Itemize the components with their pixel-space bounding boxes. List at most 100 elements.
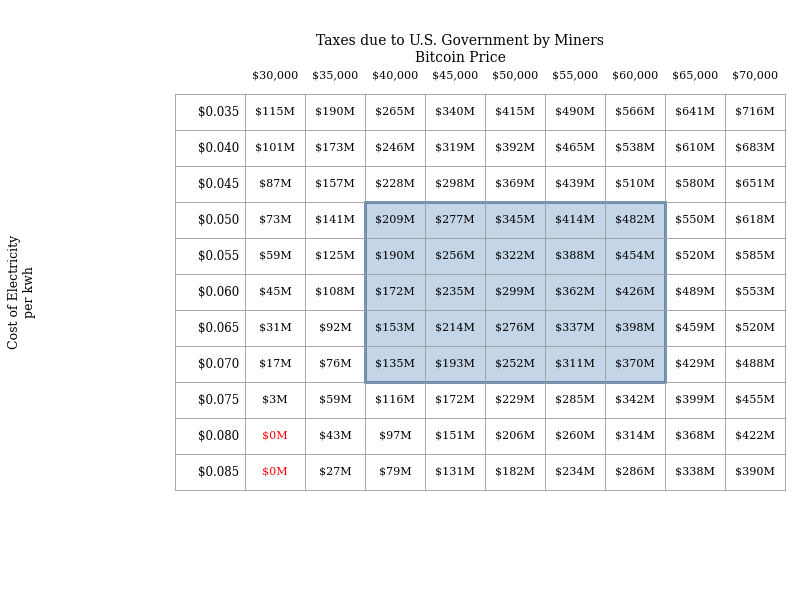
Text: $0.065: $0.065 xyxy=(198,322,239,335)
Text: $429M: $429M xyxy=(675,359,715,369)
Text: $31M: $31M xyxy=(258,323,291,333)
Text: $345M: $345M xyxy=(495,215,535,225)
Text: $190M: $190M xyxy=(315,107,355,117)
Text: $153M: $153M xyxy=(375,323,415,333)
Text: $459M: $459M xyxy=(675,323,715,333)
Text: $399M: $399M xyxy=(675,395,715,405)
Text: $286M: $286M xyxy=(615,467,655,477)
Text: $45,000: $45,000 xyxy=(432,70,478,80)
Bar xyxy=(365,202,665,382)
Text: $618M: $618M xyxy=(735,215,775,225)
Text: $426M: $426M xyxy=(615,287,655,297)
Text: $172M: $172M xyxy=(435,395,475,405)
Text: $277M: $277M xyxy=(435,215,475,225)
Text: $0.085: $0.085 xyxy=(198,466,239,479)
Text: $131M: $131M xyxy=(435,467,475,477)
Text: $338M: $338M xyxy=(675,467,715,477)
Text: $87M: $87M xyxy=(258,179,291,189)
Text: $260M: $260M xyxy=(555,431,595,441)
Text: $108M: $108M xyxy=(315,287,355,297)
Text: $390M: $390M xyxy=(735,467,775,477)
Text: $265M: $265M xyxy=(375,107,415,117)
Text: $322M: $322M xyxy=(495,251,535,261)
Text: $422M: $422M xyxy=(735,431,775,441)
Text: Taxes due to U.S. Government by Miners: Taxes due to U.S. Government by Miners xyxy=(316,34,604,48)
Text: $40,000: $40,000 xyxy=(372,70,418,80)
Text: $550M: $550M xyxy=(675,215,715,225)
Text: $0M: $0M xyxy=(262,431,288,441)
Text: $116M: $116M xyxy=(375,395,415,405)
Text: $182M: $182M xyxy=(495,467,535,477)
Text: $35,000: $35,000 xyxy=(312,70,358,80)
Text: $580M: $580M xyxy=(675,179,715,189)
Text: $585M: $585M xyxy=(735,251,775,261)
Text: $246M: $246M xyxy=(375,143,415,153)
Text: $79M: $79M xyxy=(378,467,411,477)
Text: $455M: $455M xyxy=(735,395,775,405)
Text: $30,000: $30,000 xyxy=(252,70,298,80)
Text: $641M: $641M xyxy=(675,107,715,117)
Text: $388M: $388M xyxy=(555,251,595,261)
Text: $465M: $465M xyxy=(555,143,595,153)
Text: $439M: $439M xyxy=(555,179,595,189)
Text: $214M: $214M xyxy=(435,323,475,333)
Text: $520M: $520M xyxy=(675,251,715,261)
Text: $65,000: $65,000 xyxy=(672,70,718,80)
Text: $490M: $490M xyxy=(555,107,595,117)
Text: $151M: $151M xyxy=(435,431,475,441)
Text: $553M: $553M xyxy=(735,287,775,297)
Text: $276M: $276M xyxy=(495,323,535,333)
Text: $206M: $206M xyxy=(495,431,535,441)
Text: $0.040: $0.040 xyxy=(198,142,239,154)
Text: $97M: $97M xyxy=(378,431,411,441)
Text: $0.035: $0.035 xyxy=(198,106,239,118)
Text: $59M: $59M xyxy=(258,251,291,261)
Text: $489M: $489M xyxy=(675,287,715,297)
Text: $0.050: $0.050 xyxy=(198,214,239,226)
Text: $415M: $415M xyxy=(495,107,535,117)
Text: $76M: $76M xyxy=(318,359,351,369)
Text: $59M: $59M xyxy=(318,395,351,405)
Text: $0.075: $0.075 xyxy=(198,394,239,407)
Text: $73M: $73M xyxy=(258,215,291,225)
Text: $0.060: $0.060 xyxy=(198,286,239,298)
Text: $60,000: $60,000 xyxy=(612,70,658,80)
Text: $141M: $141M xyxy=(315,215,355,225)
Text: $70,000: $70,000 xyxy=(732,70,778,80)
Text: $173M: $173M xyxy=(315,143,355,153)
Text: Cost of Electricity
per kwh: Cost of Electricity per kwh xyxy=(8,235,36,349)
Text: $488M: $488M xyxy=(735,359,775,369)
Text: $0M: $0M xyxy=(262,467,288,477)
Text: $17M: $17M xyxy=(258,359,291,369)
Text: $50,000: $50,000 xyxy=(492,70,538,80)
Text: $45M: $45M xyxy=(258,287,291,297)
Text: $0.070: $0.070 xyxy=(198,358,239,370)
Text: $342M: $342M xyxy=(615,395,655,405)
Text: $0.055: $0.055 xyxy=(198,250,239,263)
Text: $135M: $135M xyxy=(375,359,415,369)
Text: $319M: $319M xyxy=(435,143,475,153)
Text: $299M: $299M xyxy=(495,287,535,297)
Text: $520M: $520M xyxy=(735,323,775,333)
Text: $311M: $311M xyxy=(555,359,595,369)
Text: $610M: $610M xyxy=(675,143,715,153)
Text: $0.080: $0.080 xyxy=(198,430,239,443)
Text: $683M: $683M xyxy=(735,143,775,153)
Text: $369M: $369M xyxy=(495,179,535,189)
Text: $209M: $209M xyxy=(375,215,415,225)
Text: $43M: $43M xyxy=(318,431,351,441)
Text: $454M: $454M xyxy=(615,251,655,261)
Text: $157M: $157M xyxy=(315,179,355,189)
Text: $55,000: $55,000 xyxy=(552,70,598,80)
Text: $228M: $228M xyxy=(375,179,415,189)
Text: $172M: $172M xyxy=(375,287,415,297)
Text: $298M: $298M xyxy=(435,179,475,189)
Text: $234M: $234M xyxy=(555,467,595,477)
Text: $0.045: $0.045 xyxy=(198,178,239,191)
Text: $510M: $510M xyxy=(615,179,655,189)
Text: $190M: $190M xyxy=(375,251,415,261)
Text: $3M: $3M xyxy=(262,395,288,405)
Text: Bitcoin Price: Bitcoin Price xyxy=(414,51,506,65)
Text: $314M: $314M xyxy=(615,431,655,441)
Text: $414M: $414M xyxy=(555,215,595,225)
